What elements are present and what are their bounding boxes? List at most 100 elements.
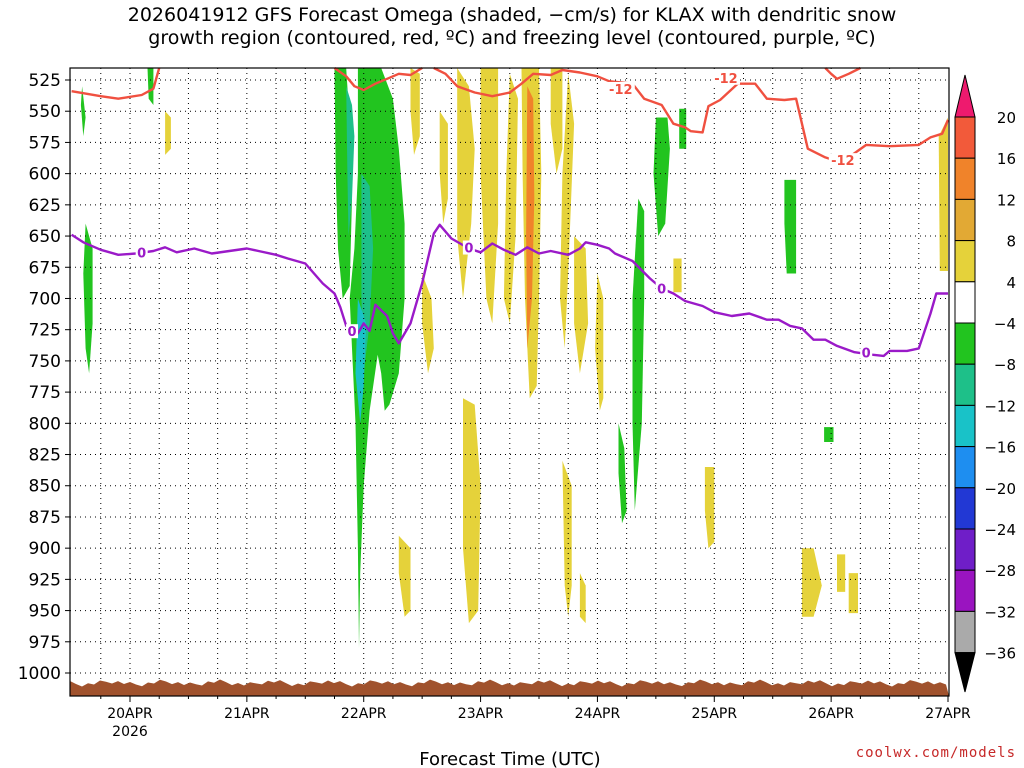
omega-region [673, 258, 682, 293]
omega-region [784, 179, 797, 274]
omega-region [938, 117, 948, 271]
omega-region [480, 68, 499, 324]
colorbar-label: −4 [994, 315, 1016, 333]
colorbar-segment [954, 240, 976, 283]
colorbar-label: 16 [997, 150, 1016, 168]
omega-region [398, 535, 411, 617]
colorbar-segment [954, 116, 976, 159]
colorbar-segment [954, 610, 976, 654]
omega-region [457, 68, 475, 299]
colorbar-segment [954, 322, 976, 365]
omega-region [503, 73, 518, 324]
y-tick-label: 725 [29, 321, 61, 341]
omega-region [704, 467, 715, 549]
x-tick-label: 22APR [341, 706, 387, 722]
y-axis: 525 550 575 600 625 650 675 700 725 750 775 800 825 8… [18, 71, 70, 684]
contour-label-bg [828, 153, 857, 168]
contour-label-bg [135, 245, 148, 260]
omega-region [679, 108, 687, 149]
colorbar-label: −24 [984, 521, 1016, 539]
x-tick-label: 20APR [107, 706, 153, 722]
colorbar-label: −28 [984, 562, 1016, 580]
contour-label-bg [606, 81, 635, 96]
contour-line [70, 223, 948, 358]
omega-region [346, 86, 355, 237]
colorbar-segment [954, 487, 976, 530]
omega-region [653, 117, 670, 237]
y-tick-label: 775 [29, 383, 61, 403]
x-tick-label: 21APR [224, 706, 270, 722]
y-tick-label: 575 [29, 133, 61, 153]
x-tick-label: 23APR [458, 706, 504, 722]
y-tick-label: 825 [29, 446, 61, 466]
x-tick-label: 25APR [692, 706, 738, 722]
omega-region [562, 460, 572, 617]
contour-label: 0 [348, 325, 357, 340]
omega-region [165, 111, 171, 155]
colorbar-label: −12 [984, 397, 1016, 415]
x-tick-label: 27APR [925, 706, 971, 722]
ground-surface [70, 679, 949, 696]
y-tick-label: 750 [29, 352, 61, 372]
title-line-1: 2026041912 GFS Forecast Omega (shaded, −… [127, 4, 897, 26]
y-tick-label: 925 [29, 570, 61, 590]
x-tick-label: 24APR [575, 706, 621, 722]
contour-label: 0 [137, 247, 146, 262]
colorbar-segment [954, 404, 976, 448]
colorbar-segment [954, 74, 976, 118]
colorbar-segment [954, 363, 976, 406]
y-tick-label: 625 [29, 196, 61, 216]
omega-region [632, 198, 645, 511]
colorbar-label: −20 [984, 480, 1016, 498]
colorbar-label: −16 [984, 439, 1016, 457]
omega-region [80, 86, 86, 137]
colorbar-segment [954, 528, 976, 571]
omega-region [463, 398, 481, 624]
y-tick-label: 950 [29, 602, 61, 622]
y-tick-label: 675 [29, 258, 61, 278]
credit-text: coolwx.com/models [855, 745, 1016, 761]
colorbar-label: 20 [997, 109, 1016, 127]
colorbar-segment [954, 198, 976, 242]
contour-label-bg [655, 281, 668, 296]
colorbar-label: 8 [1006, 233, 1016, 251]
contour-label: 0 [657, 283, 666, 298]
omega-region [83, 223, 93, 374]
contour-label: 0 [862, 346, 871, 361]
colorbar-label: −32 [984, 603, 1016, 621]
omega-region [526, 86, 535, 349]
y-tick-label: 850 [29, 477, 61, 497]
omega-region [824, 427, 834, 442]
contour-label-bg [346, 324, 359, 339]
omega-region [439, 111, 448, 224]
colorbar-segment [954, 652, 976, 693]
omega-region [801, 548, 822, 617]
y-tick-label: 800 [29, 414, 61, 434]
colorbar-label: 4 [1006, 274, 1016, 292]
omega-region [618, 423, 627, 524]
contour-layer: -12 -12 -12 0 0 0 0 0 [70, 66, 950, 361]
x-axis-label: Forecast Time (UTC) [419, 749, 600, 768]
y-tick-label: 525 [29, 71, 61, 91]
contour-line [71, 67, 161, 100]
y-tick-label: 975 [29, 633, 61, 653]
omega-region [595, 273, 604, 411]
y-tick-label: 1000 [18, 664, 61, 684]
contour-line [333, 66, 423, 92]
contour-label-bg [860, 345, 873, 360]
contour-label-bg [462, 240, 475, 255]
omega-region [837, 554, 846, 592]
y-tick-label: 875 [29, 508, 61, 528]
x-tick-label: 26APR [808, 706, 854, 722]
omega-region [147, 68, 154, 105]
colorbar-segment [954, 569, 976, 612]
colorbar: 20 16 12 8 4 −4 −8 −12 −16 −20 −24 −28 −32 −36 [954, 74, 1016, 693]
omega-region [579, 573, 586, 624]
colorbar-label: 12 [997, 191, 1016, 209]
x-tick-sublabel: 2026 [112, 724, 148, 740]
title-line-2: growth region (contoured, red, ºC) and f… [148, 27, 876, 49]
y-tick-label: 600 [29, 165, 61, 185]
omega-region [574, 236, 589, 374]
y-tick-label: 650 [29, 227, 61, 247]
